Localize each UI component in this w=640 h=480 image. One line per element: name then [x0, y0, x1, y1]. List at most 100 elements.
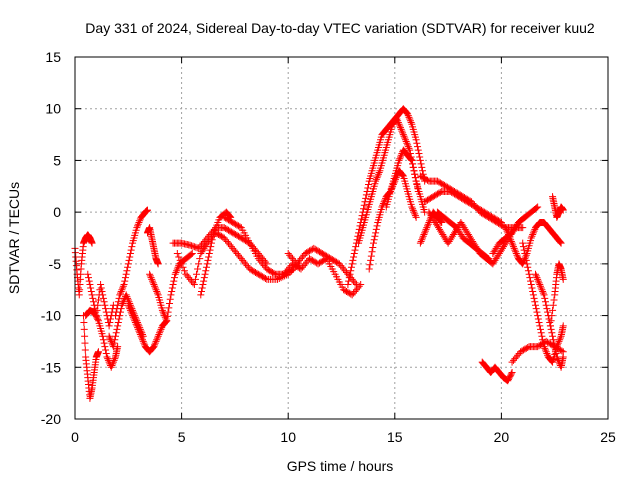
- data-point: [88, 239, 96, 247]
- data-point: [462, 197, 470, 205]
- data-point: [406, 146, 414, 154]
- data-point: [449, 189, 457, 197]
- data-point: [116, 289, 124, 297]
- data-point: [270, 269, 278, 277]
- data-point: [149, 279, 157, 287]
- data-point: [369, 243, 377, 251]
- data-point: [315, 248, 323, 256]
- data-point: [120, 281, 128, 289]
- data-point: [139, 337, 147, 345]
- data-point: [134, 324, 142, 332]
- series-arc-6: [112, 206, 151, 320]
- data-point: [92, 312, 100, 320]
- data-point: [507, 370, 515, 378]
- data-point: [92, 308, 100, 316]
- data-point: [548, 312, 556, 320]
- x-tick-label: 20: [494, 429, 510, 445]
- data-point: [476, 206, 484, 214]
- data-point: [129, 312, 137, 320]
- data-point: [107, 315, 115, 323]
- data-point: [259, 260, 267, 268]
- data-point: [352, 286, 360, 294]
- data-point: [298, 263, 306, 271]
- data-point: [122, 270, 130, 278]
- data-point: [134, 220, 142, 228]
- data-point: [306, 247, 314, 255]
- data-point: [134, 222, 142, 230]
- data-point: [367, 252, 375, 260]
- data-point: [505, 232, 513, 240]
- data-point: [502, 224, 510, 232]
- data-point: [201, 270, 209, 278]
- data-point: [551, 346, 559, 354]
- data-point: [399, 171, 407, 179]
- data-point: [490, 214, 498, 222]
- data-point: [435, 178, 443, 186]
- data-point: [150, 281, 158, 289]
- data-point: [540, 291, 548, 299]
- data-point: [176, 256, 184, 264]
- data-point: [416, 156, 424, 164]
- data-point: [511, 355, 519, 363]
- data-point: [335, 260, 343, 268]
- data-point: [137, 332, 145, 340]
- data-point: [421, 227, 429, 235]
- data-point: [436, 217, 444, 225]
- data-point: [311, 245, 319, 253]
- series-arc-12: [197, 208, 235, 299]
- data-point: [421, 229, 429, 237]
- data-point: [519, 243, 527, 251]
- series-arc-30: [532, 270, 567, 371]
- data-point: [347, 263, 355, 271]
- y-tick-label: -15: [41, 359, 61, 375]
- data-point: [495, 217, 503, 225]
- data-point: [106, 318, 114, 326]
- x-tick-label: 0: [71, 429, 79, 445]
- data-point: [331, 257, 339, 265]
- data-point: [84, 270, 92, 278]
- data-point: [222, 214, 230, 222]
- y-tick-label: -20: [41, 411, 61, 427]
- data-point: [529, 231, 537, 239]
- data-point: [154, 260, 162, 268]
- data-point: [508, 358, 516, 366]
- data-point: [381, 196, 389, 204]
- data-point: [173, 265, 181, 273]
- data-point: [229, 218, 237, 226]
- data-point: [99, 291, 107, 299]
- data-point: [102, 346, 110, 354]
- data-point: [468, 200, 476, 208]
- data-point: [557, 239, 565, 247]
- data-point: [166, 300, 174, 308]
- data-point: [400, 132, 408, 140]
- data-point: [240, 236, 248, 244]
- data-point: [511, 246, 519, 254]
- data-point: [229, 244, 237, 252]
- data-point: [222, 236, 230, 244]
- series-arc-14: [284, 244, 360, 289]
- series-arc-28: [508, 337, 567, 366]
- data-point: [546, 340, 554, 348]
- data-point: [514, 351, 522, 359]
- data-point: [123, 293, 131, 301]
- data-point: [163, 312, 171, 320]
- data-point: [107, 337, 115, 345]
- data-point: [110, 339, 118, 347]
- data-point: [287, 253, 295, 261]
- data-point: [532, 270, 540, 278]
- data-point: [399, 129, 407, 137]
- series-arc-25: [489, 203, 542, 258]
- data-point: [360, 201, 368, 209]
- data-point: [304, 248, 312, 256]
- data-point: [109, 343, 117, 351]
- data-point: [411, 170, 419, 178]
- data-point: [369, 239, 377, 247]
- data-point: [419, 167, 427, 175]
- data-point: [435, 189, 443, 197]
- data-point: [341, 287, 349, 295]
- data-point: [286, 263, 294, 271]
- data-point: [528, 284, 536, 292]
- data-point: [156, 329, 164, 337]
- data-point: [372, 175, 380, 183]
- data-point: [522, 344, 530, 352]
